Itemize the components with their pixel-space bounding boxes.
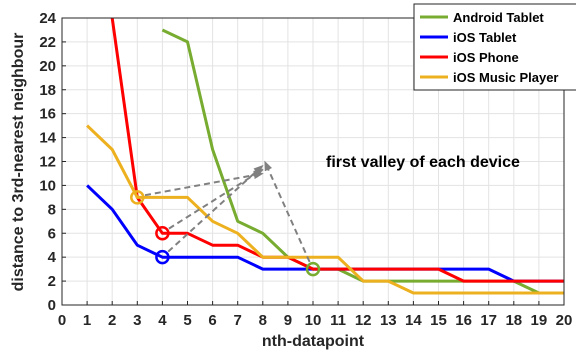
x-tick-label: 7 bbox=[234, 312, 242, 329]
y-tick-label: 10 bbox=[39, 177, 56, 194]
annotation-arrow-layer bbox=[144, 160, 311, 263]
x-tick-label: 12 bbox=[355, 312, 372, 329]
valley-marker-ios-music-player bbox=[130, 190, 145, 205]
valley-marker-layer bbox=[130, 190, 321, 277]
x-tick-label: 4 bbox=[158, 312, 167, 329]
y-tick-label: 14 bbox=[39, 130, 56, 147]
y-tick-label: 4 bbox=[48, 249, 57, 266]
y-tick-label: 22 bbox=[39, 34, 56, 51]
y-axis-title: distance to 3rd-nearest neighbour bbox=[10, 33, 27, 292]
series-layer bbox=[86, 18, 564, 295]
annotation-arrow bbox=[167, 164, 264, 253]
x-tick-label: 14 bbox=[405, 312, 422, 329]
y-tick-label: 12 bbox=[39, 154, 56, 171]
x-tick-label: 20 bbox=[556, 312, 573, 329]
y-tick-label: 20 bbox=[39, 58, 56, 75]
x-tick-label: 3 bbox=[133, 312, 141, 329]
y-tick-label: 0 bbox=[48, 297, 56, 314]
y-tick-label: 6 bbox=[48, 225, 56, 242]
x-tick-label: 0 bbox=[58, 312, 66, 329]
x-tick-label: 5 bbox=[183, 312, 191, 329]
x-tick-label: 17 bbox=[480, 312, 497, 329]
y-tick-label: 2 bbox=[48, 273, 56, 290]
x-tick-label: 16 bbox=[455, 312, 472, 329]
x-tick-label: 1 bbox=[83, 312, 91, 329]
x-tick-label: 13 bbox=[380, 312, 397, 329]
legend: Android Tablet iOS Tablet iOS Phone iOS Mus… bbox=[413, 3, 576, 91]
legend-label: Android Tablet bbox=[453, 10, 544, 25]
y-tick-label: 16 bbox=[39, 106, 56, 123]
y-tick-label: 8 bbox=[48, 201, 56, 218]
x-tick-label: 9 bbox=[284, 312, 292, 329]
valley-marker-ios-phone bbox=[155, 226, 170, 241]
annotation-arrow bbox=[168, 168, 264, 230]
x-tick-label: 10 bbox=[305, 312, 322, 329]
x-axis-title: nth-datapoint bbox=[262, 333, 365, 350]
legend-label: iOS Phone bbox=[453, 50, 519, 65]
valley-marker-ios-tablet bbox=[155, 249, 170, 265]
legend-label: iOS Tablet bbox=[453, 30, 517, 45]
x-tick-label: 2 bbox=[108, 312, 116, 329]
x-tick-label: 11 bbox=[330, 312, 346, 329]
series-line-ios-music-player bbox=[86, 124, 564, 295]
x-axis-ticks: 0 1 2 3 4 5 6 7 8 9 10 11 12 13 14 15 16 17 18 19 20 bbox=[58, 301, 573, 329]
x-tick-label: 19 bbox=[531, 312, 548, 329]
x-tick-label: 6 bbox=[208, 312, 216, 329]
valley-marker-android-tablet bbox=[305, 261, 321, 277]
x-tick-label: 8 bbox=[259, 312, 267, 329]
annotation-text: first valley of each device bbox=[326, 154, 520, 171]
annotation-arrow bbox=[263, 160, 311, 263]
y-tick-label: 24 bbox=[39, 10, 56, 27]
x-tick-label: 15 bbox=[430, 312, 447, 329]
y-tick-label: 18 bbox=[39, 82, 56, 99]
legend-label: iOS Music Player bbox=[453, 70, 559, 85]
series-line-ios-phone bbox=[110, 18, 564, 283]
x-tick-label: 18 bbox=[505, 312, 522, 329]
